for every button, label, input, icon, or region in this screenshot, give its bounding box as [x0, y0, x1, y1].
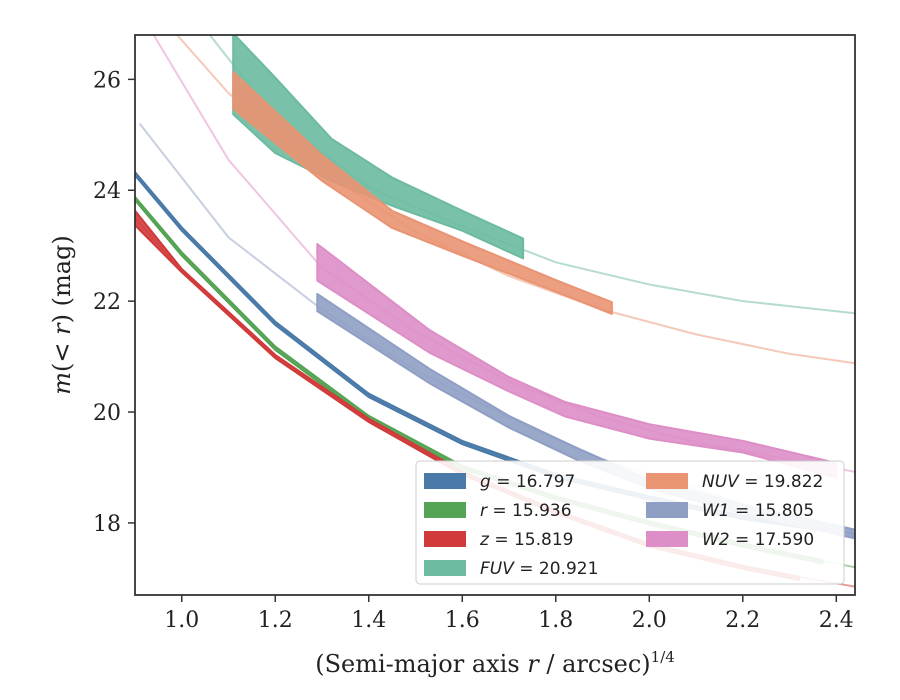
x-tick-label: 2.0: [632, 608, 667, 633]
legend-item-nuv: NUV = 19.822: [646, 472, 823, 492]
legend-label: FUV = 20.921: [480, 559, 598, 579]
y-tick-label: 20: [93, 401, 121, 426]
legend-label: g = 16.797: [480, 472, 575, 492]
legend-swatch: [646, 531, 688, 547]
legend: g = 16.797 r = 15.936 z = 15.819 FUV = 20.9…: [415, 460, 845, 585]
y-axis-label: m(< r) (mag): [48, 235, 76, 395]
data-band-nuv: [232, 71, 613, 315]
legend-item-w2: W2 = 17.590: [646, 530, 814, 550]
x-tick-label: 1.4: [351, 608, 386, 633]
x-tick-label: 1.8: [538, 608, 573, 633]
legend-box: [415, 460, 845, 585]
x-tick-label: 2.4: [819, 608, 854, 633]
x-axis-label: (Semi-major axis r / arcsec)1/4: [315, 648, 675, 678]
axes-frame: [134, 34, 856, 596]
y-tick-label: 26: [93, 68, 121, 93]
legend-swatch: [646, 473, 688, 489]
legend-label: W2 = 17.590: [702, 530, 814, 550]
legend-item-fuv: FUV = 20.921: [424, 559, 598, 579]
legend-swatch: [424, 473, 466, 489]
legend-item-g: g = 16.797: [424, 472, 575, 492]
x-axis: 1.0 1.2 1.4 1.6 1.8 2.0 2.2 2.4: [164, 595, 854, 633]
legend-swatch: [424, 531, 466, 547]
legend-label: W1 = 15.805: [702, 501, 814, 521]
legend-label: r = 15.936: [480, 501, 572, 521]
data-band-w1: [316, 292, 855, 540]
y-tick-label: 18: [93, 512, 121, 537]
x-tick-label: 1.6: [445, 608, 480, 633]
x-tick-label: 1.0: [164, 608, 199, 633]
x-tick-label: 2.2: [725, 608, 760, 633]
y-axis: 18 20 22 24 26: [93, 68, 135, 537]
series-nuv: [176, 35, 855, 365]
y-tick-label: 24: [93, 179, 121, 204]
legend-swatch: [646, 502, 688, 518]
x-tick-label: 1.2: [258, 608, 293, 633]
legend-item-z: z = 15.819: [424, 530, 573, 550]
legend-swatch: [424, 502, 466, 518]
legend-label: z = 15.819: [479, 530, 573, 550]
legend-swatch: [424, 560, 466, 576]
legend-item-r: r = 15.936: [424, 501, 572, 521]
legend-item-w1: W1 = 15.805: [646, 501, 814, 521]
y-tick-label: 22: [93, 290, 121, 315]
legend-label: NUV = 19.822: [702, 472, 823, 492]
